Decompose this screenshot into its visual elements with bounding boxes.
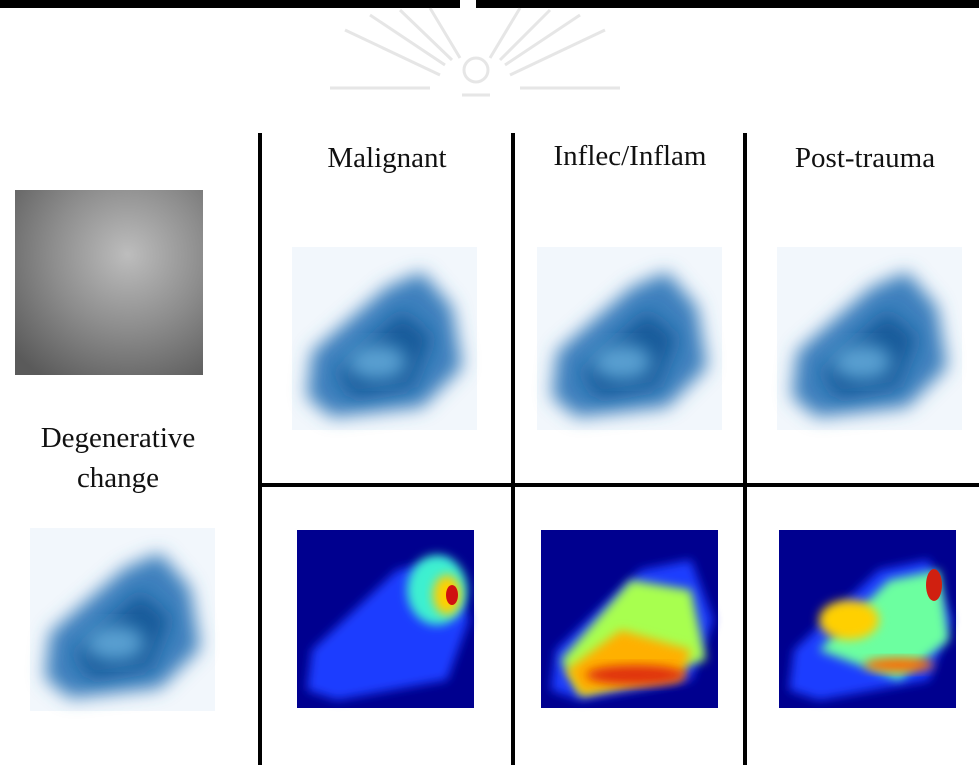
- column-header: Inflec/Inflam: [554, 140, 707, 172]
- row-label: Degenerative: [41, 422, 196, 454]
- input-image: [15, 190, 203, 375]
- top-bar: [476, 0, 979, 8]
- column-header: Malignant: [327, 142, 446, 174]
- saliency-image: [30, 528, 215, 711]
- saliency-image: [292, 247, 477, 430]
- saliency-image: [777, 247, 962, 430]
- top-bar: [0, 0, 460, 8]
- figure: Malignant Inflec/Inflam Post-trauma Dege…: [0, 0, 979, 765]
- row-label: change: [77, 462, 159, 494]
- heatmap: [541, 530, 718, 708]
- saliency-image: [537, 247, 722, 430]
- heatmap: [297, 530, 474, 708]
- watermark: [330, 8, 620, 95]
- column-header: Post-trauma: [795, 142, 935, 174]
- heatmap: [779, 530, 956, 708]
